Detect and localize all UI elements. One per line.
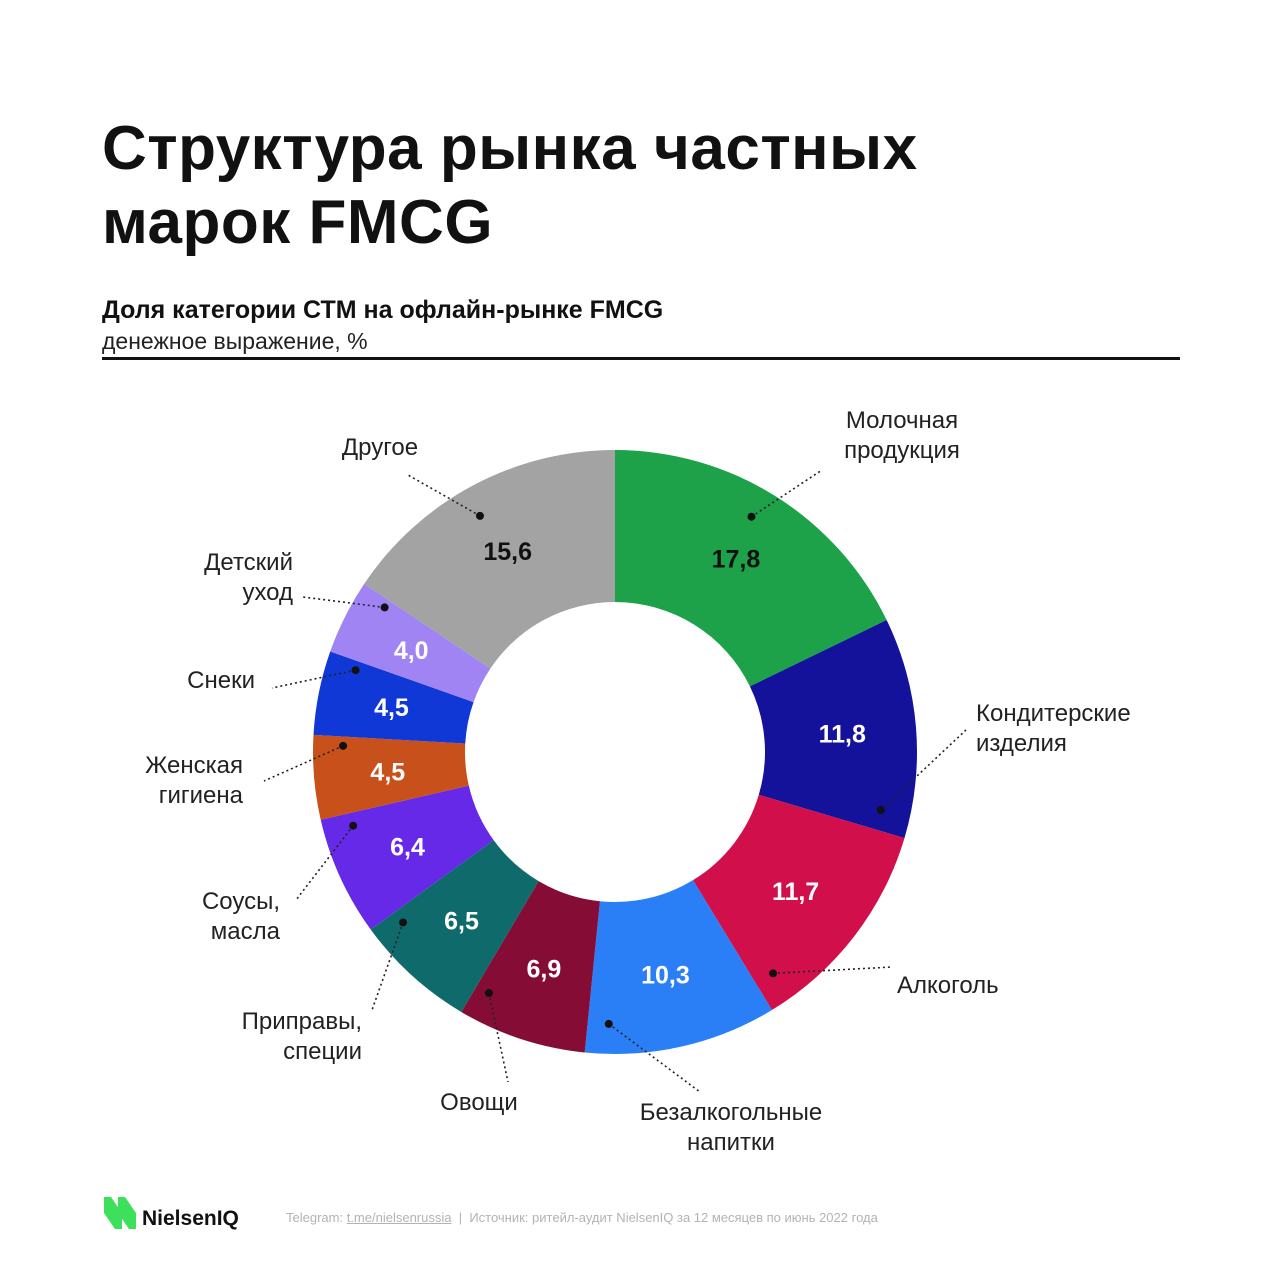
donut-slice: [370, 840, 539, 1012]
donut-slice: [364, 450, 615, 669]
donut-slice: [615, 450, 887, 687]
leader-line: [488, 992, 509, 1083]
donut-slice: [584, 880, 772, 1054]
slice-category-label: Женская гигиена: [145, 752, 243, 809]
donut-slice: [461, 881, 600, 1053]
leader-line: [295, 825, 354, 901]
leader-line: [608, 1023, 701, 1093]
leader-dot: [349, 821, 358, 830]
leader-dot: [769, 969, 778, 978]
footer-source: Telegram: t.me/nielsenrussia | Источник:…: [286, 1210, 878, 1225]
leader-dot: [604, 1019, 613, 1028]
leader-dot: [351, 666, 360, 675]
title-line-2: марок FMCG: [102, 188, 494, 257]
slice-category-label: Молочная продукция: [844, 407, 960, 464]
leader-dot: [876, 805, 885, 814]
slice-value-label: 6,4: [390, 833, 425, 861]
leader-dot: [484, 989, 493, 998]
leader-line: [302, 596, 385, 609]
leader-line: [371, 922, 404, 1011]
slice-value-label: 4,5: [370, 758, 405, 786]
slice-category-label: Безалкогольные напитки: [640, 1099, 822, 1156]
leader-line: [407, 474, 481, 517]
slice-category-label: Другое: [342, 434, 418, 461]
donut-slice: [320, 785, 494, 930]
leader-dot: [399, 918, 408, 927]
slice-value-label: 4,5: [374, 694, 409, 722]
nielseniq-logo-icon: [104, 1197, 136, 1229]
leader-dot: [380, 603, 389, 612]
chart-subtitle: Доля категории СТМ на офлайн-рынке FMCG: [102, 296, 664, 324]
leader-line: [751, 469, 823, 518]
slice-category-label: Снеки: [187, 667, 255, 694]
slice-category-label: Алкоголь: [897, 972, 999, 999]
telegram-prefix: Telegram:: [286, 1210, 347, 1225]
unit-label: денежное выражение, %: [102, 328, 368, 354]
page-title: Структура рынка частных марок FMCG: [102, 112, 1202, 260]
slice-value-label: 11,7: [772, 878, 819, 906]
leader-line: [271, 669, 356, 689]
slice-category-label: Кондитерские изделия: [976, 700, 1131, 757]
donut-slice: [692, 794, 905, 1010]
slice-value-label: 6,5: [444, 908, 479, 936]
divider: [102, 357, 1180, 360]
leader-dot: [747, 512, 756, 521]
slice-value-label: 15,6: [483, 538, 532, 566]
logo-brand-text: NielsenIQ: [142, 1207, 239, 1230]
title-line-1: Структура рынка частных: [102, 114, 918, 183]
telegram-link[interactable]: t.me/nielsenrussia: [346, 1210, 452, 1225]
donut-slice: [313, 734, 469, 820]
slice-value-label: 4,0: [394, 637, 429, 665]
slice-value-label: 6,9: [526, 956, 561, 984]
slice-category-label: Приправы, специи: [242, 1008, 362, 1065]
leader-dot: [475, 511, 484, 520]
leader-dot: [339, 741, 348, 750]
slice-value-label: 17,8: [712, 546, 761, 574]
nielseniq-logo: NielsenIQ: [104, 1195, 239, 1231]
slice-value-label: 11,8: [819, 720, 866, 748]
slice-category-label: Соусы, масла: [202, 888, 281, 945]
donut-slice: [313, 651, 474, 744]
slice-category-label: Детский уход: [204, 549, 293, 606]
donut-slice: [330, 583, 491, 703]
slice-category-label: Овощи: [440, 1089, 518, 1116]
slice-value-label: 10,3: [641, 961, 690, 989]
footer-separator: |: [451, 1210, 470, 1225]
donut-slice: [749, 619, 917, 839]
source-text: Источник: ритейл-аудит NielsenIQ за 12 м…: [469, 1210, 878, 1225]
